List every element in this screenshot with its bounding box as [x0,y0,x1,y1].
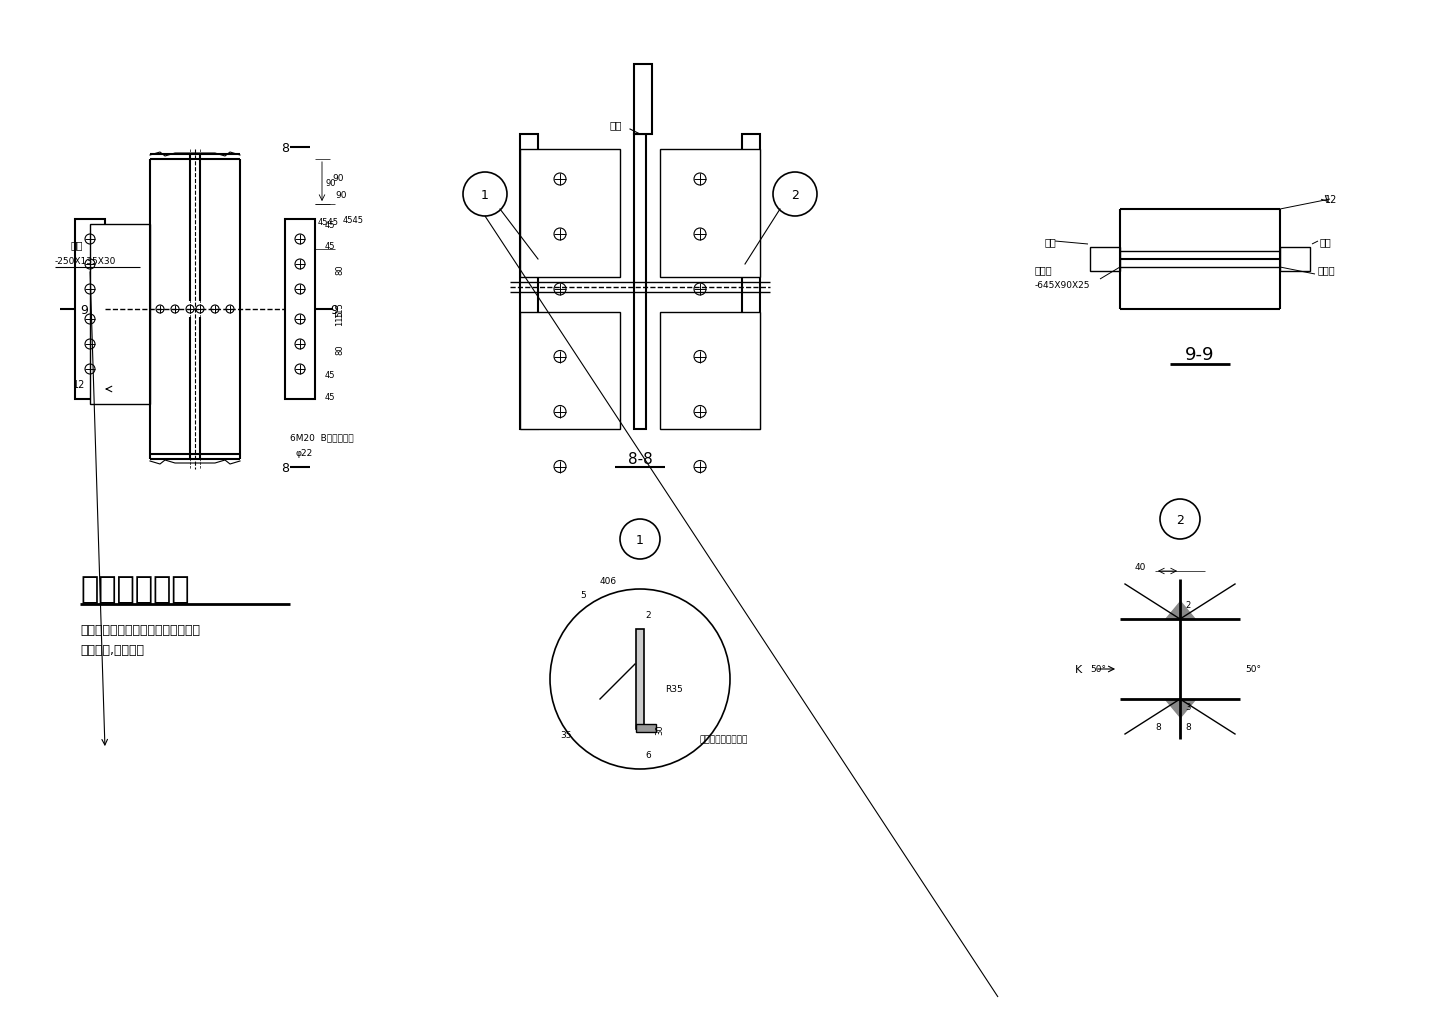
Bar [1280,248,1310,272]
Polygon shape [1165,601,1179,620]
Text: 45: 45 [325,242,336,251]
Bar [634,65,652,135]
Text: 6M20  B级安装螺栓: 6M20 B级安装螺栓 [289,433,354,442]
Text: 40: 40 [1135,562,1146,572]
Text: 90: 90 [336,191,347,200]
Text: 12: 12 [73,380,85,389]
Text: 8: 8 [1185,722,1191,732]
Text: 柱焊好后,切除耳板: 柱焊好后,切除耳板 [81,643,144,656]
Text: 5: 5 [580,590,586,599]
Text: 9-9: 9-9 [1185,345,1215,364]
Text: 90: 90 [333,173,344,182]
Text: 6: 6 [645,750,651,759]
Text: 8: 8 [281,142,289,154]
Text: 9: 9 [81,304,88,316]
Text: 耳板: 耳板 [611,120,622,129]
Text: 4545: 4545 [318,217,338,226]
Text: 30: 30 [655,723,664,735]
Text: 45: 45 [325,220,336,229]
Polygon shape [1165,699,1179,717]
Text: 8: 8 [281,461,289,474]
Text: 45: 45 [325,393,336,403]
Bar [660,312,760,430]
Text: 35: 35 [560,730,572,739]
Text: -250X135X30: -250X135X30 [55,257,117,266]
Bar [520,135,539,430]
Text: 型钢拼接做法: 型钢拼接做法 [81,575,190,604]
Text: 80: 80 [336,264,344,275]
Bar [75,220,105,399]
Text: 翼缘焊完后补焊衬板: 翼缘焊完后补焊衬板 [700,735,749,744]
Text: 2: 2 [1176,513,1184,526]
Text: 50°: 50° [1090,664,1106,674]
Bar [285,220,315,399]
Text: 9: 9 [330,304,338,316]
Bar [742,135,760,430]
Text: φ22: φ22 [295,448,312,458]
Bar [520,312,621,430]
Bar [636,725,657,733]
Text: 115: 115 [336,302,344,318]
Text: -645X90X25: -645X90X25 [1035,280,1090,289]
Text: 3: 3 [1185,703,1191,712]
Bar [660,150,760,277]
Text: R35: R35 [665,685,683,694]
Text: 连接板: 连接板 [1318,265,1336,275]
Text: 耳板: 耳板 [1320,236,1332,247]
Text: 耳板: 耳板 [71,239,82,250]
Bar [636,630,644,730]
Polygon shape [1179,601,1195,620]
Text: 90: 90 [325,178,336,187]
Text: 50°: 50° [1246,664,1261,674]
Text: 1: 1 [636,533,644,546]
Text: 连接板: 连接板 [1035,265,1053,275]
Text: 1: 1 [481,189,490,202]
Text: 12: 12 [1325,195,1338,205]
Text: 406: 406 [600,577,618,586]
Text: 采用全熔透的坡口对接焊缝等强连接: 采用全熔透的坡口对接焊缝等强连接 [81,623,200,636]
Text: 80: 80 [336,344,344,355]
Bar [91,225,150,405]
Text: 2: 2 [791,189,799,202]
Bar [520,150,621,277]
Bar [1090,248,1120,272]
Text: 8: 8 [1155,722,1161,732]
Polygon shape [1179,699,1195,717]
Text: K: K [1076,664,1083,675]
Bar [634,135,647,430]
Text: 115: 115 [336,310,344,325]
Text: 2: 2 [645,610,651,619]
Text: 4545: 4545 [343,215,364,224]
Text: 耳板: 耳板 [1045,236,1057,247]
Text: 45: 45 [325,370,336,379]
Text: 2: 2 [1185,600,1191,609]
Text: 8-8: 8-8 [628,452,652,467]
